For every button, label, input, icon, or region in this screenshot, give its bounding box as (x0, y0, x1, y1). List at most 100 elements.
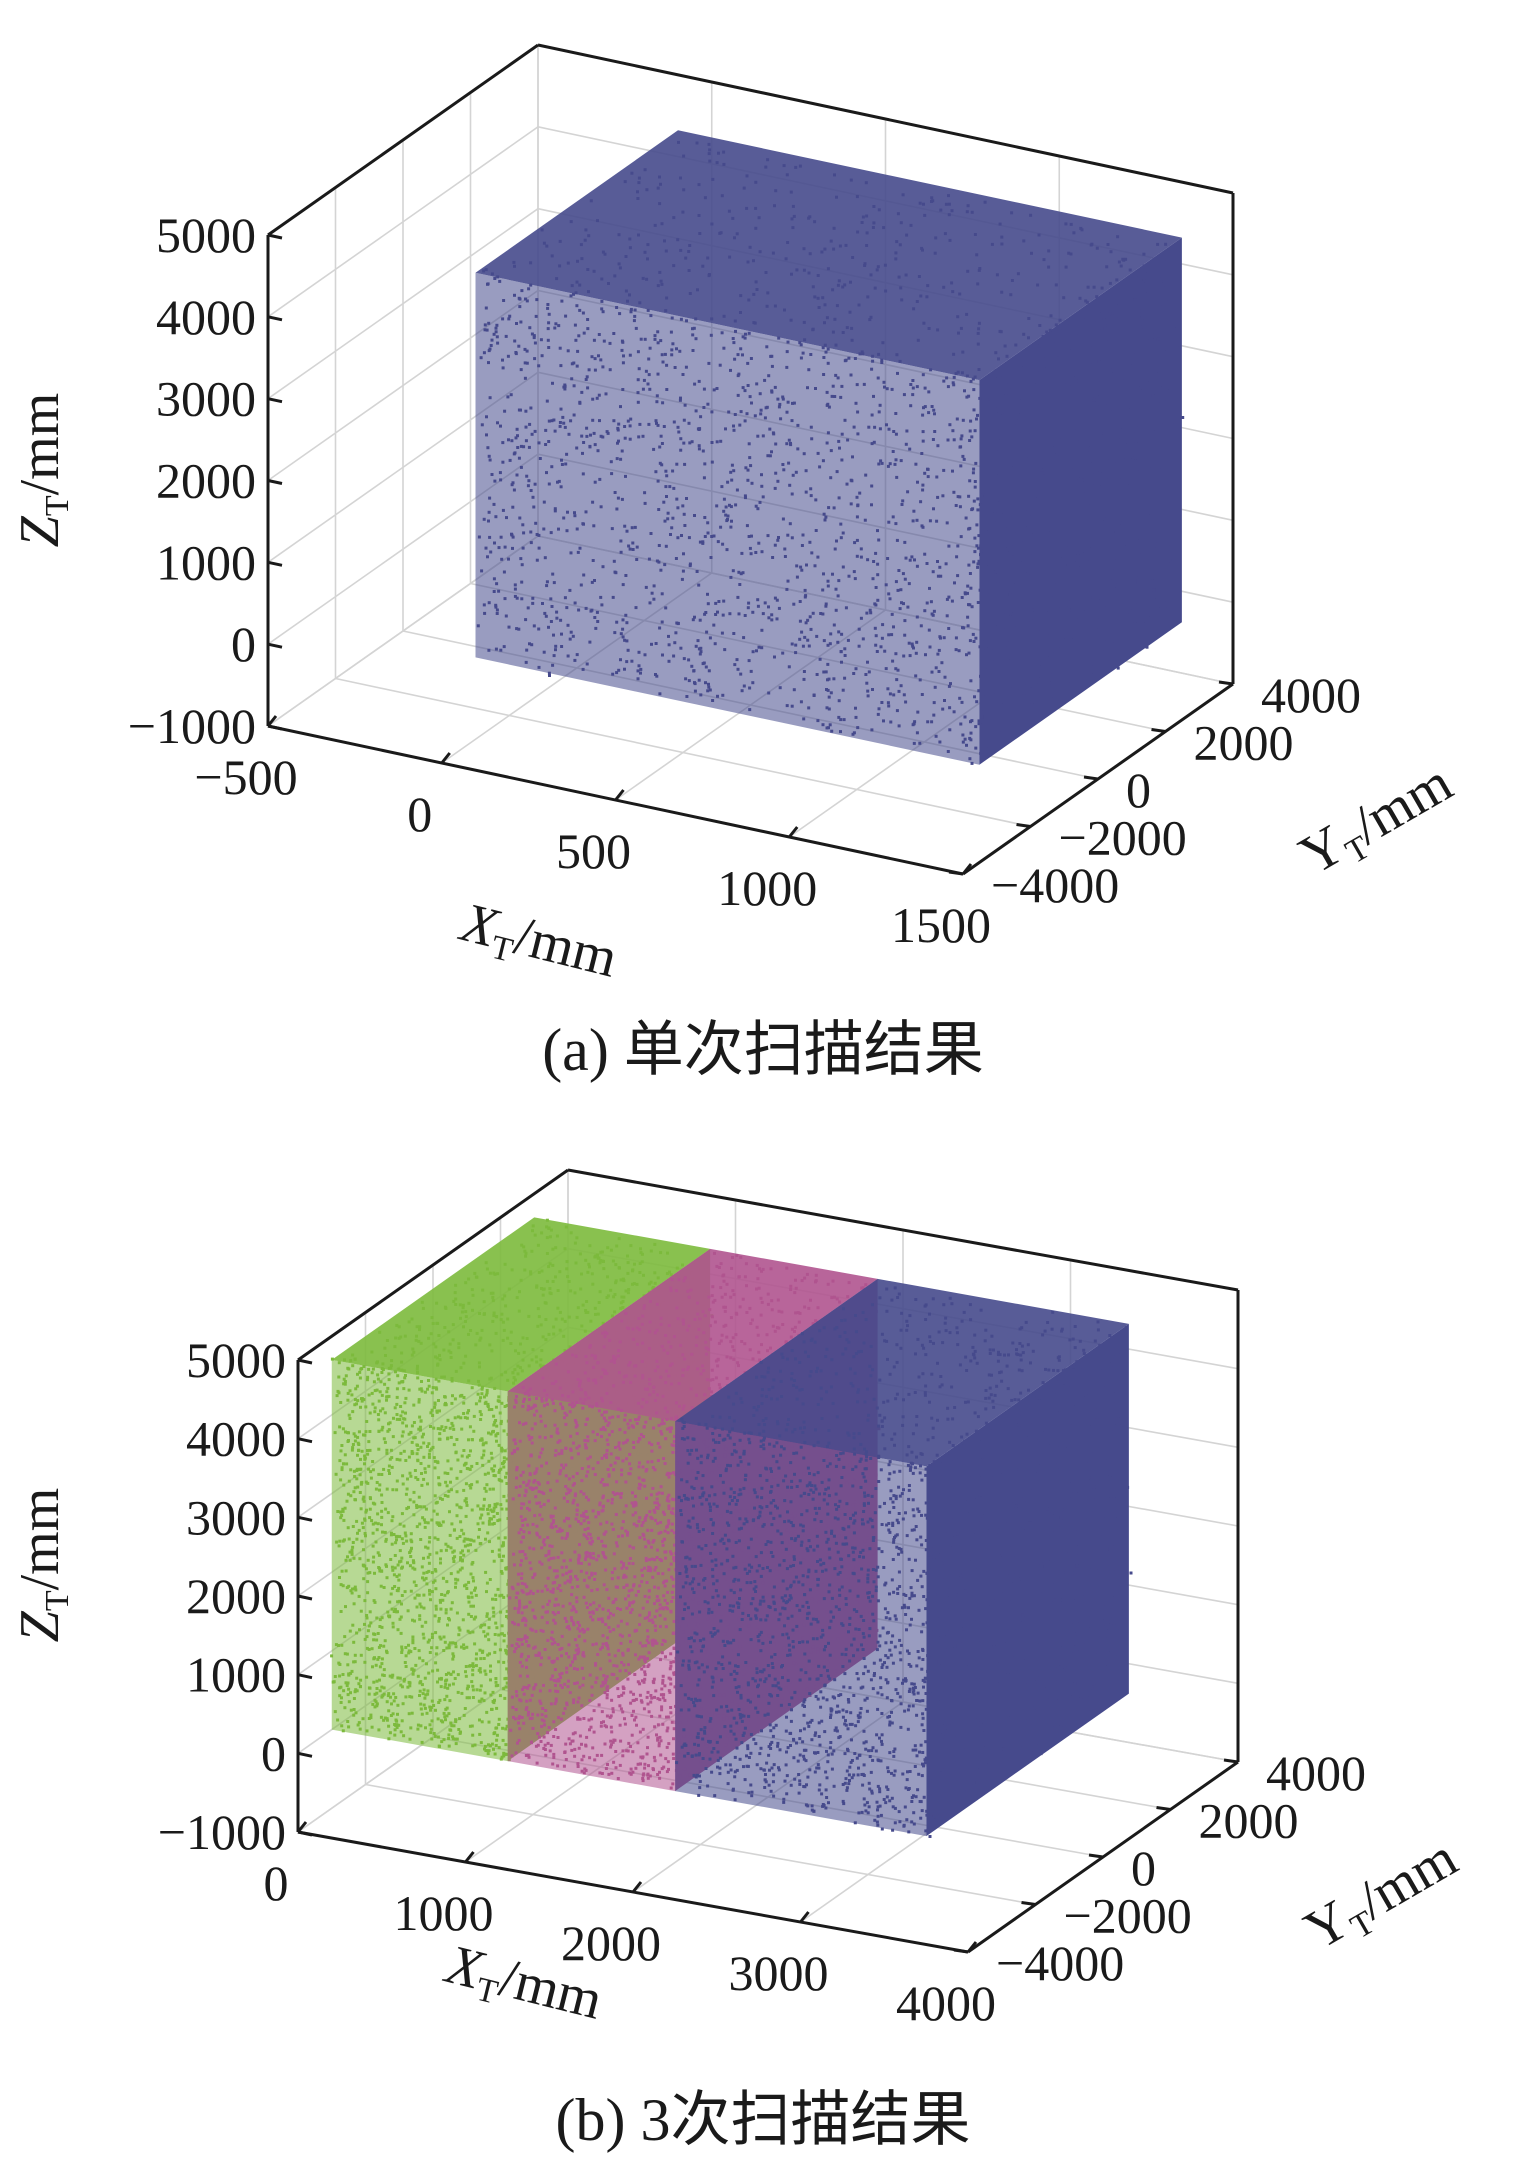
point (494, 1643, 497, 1646)
point (779, 417, 782, 420)
point (895, 353, 898, 356)
point (471, 1734, 474, 1737)
point (376, 1481, 379, 1484)
point (488, 455, 491, 458)
point (472, 1579, 475, 1582)
point (729, 369, 732, 372)
point (336, 1394, 339, 1397)
point (1096, 395, 1099, 398)
point (494, 1594, 497, 1597)
point (922, 440, 925, 443)
point (395, 1488, 398, 1491)
point (565, 1267, 568, 1270)
point (994, 405, 997, 408)
point (399, 1523, 402, 1526)
point (786, 241, 789, 244)
point (406, 1561, 409, 1564)
point (353, 1498, 356, 1501)
point (643, 491, 646, 494)
point (484, 323, 487, 326)
point (822, 356, 825, 359)
point (947, 750, 950, 753)
point (1148, 358, 1151, 361)
point (1136, 603, 1139, 606)
point (552, 419, 555, 422)
point (734, 413, 737, 416)
point (531, 433, 534, 436)
point (620, 1296, 623, 1299)
point (654, 224, 657, 227)
point (977, 534, 980, 537)
point (1074, 500, 1077, 503)
point (1105, 265, 1108, 268)
point (613, 631, 616, 634)
point (930, 720, 933, 723)
point (814, 387, 817, 390)
point (924, 653, 927, 656)
point (839, 245, 842, 248)
point (566, 1275, 569, 1278)
point (610, 460, 613, 463)
point (661, 592, 664, 595)
point (525, 426, 528, 429)
point (532, 1224, 535, 1227)
point (471, 1673, 474, 1676)
point (1104, 299, 1107, 302)
point (885, 667, 888, 670)
point (1014, 344, 1017, 347)
point (1006, 646, 1009, 649)
point (967, 624, 970, 627)
point (413, 1491, 416, 1494)
point (770, 355, 773, 358)
point (976, 566, 979, 569)
point (411, 1441, 414, 1444)
point (419, 1446, 422, 1449)
point (456, 1503, 459, 1506)
point (688, 244, 691, 247)
point (1115, 278, 1118, 281)
point (558, 480, 561, 483)
point (496, 275, 499, 278)
point (1126, 285, 1129, 288)
point (488, 601, 491, 604)
point (369, 1610, 372, 1613)
point (1000, 291, 1003, 294)
point (933, 610, 936, 613)
point (933, 430, 936, 433)
point (383, 1383, 386, 1386)
point (1061, 329, 1064, 332)
point (519, 298, 522, 301)
point (621, 341, 624, 344)
point (553, 581, 556, 584)
point (1070, 383, 1073, 386)
point (467, 1581, 470, 1584)
point (601, 436, 604, 439)
point (422, 1433, 425, 1436)
point (459, 1559, 462, 1562)
point (1140, 519, 1143, 522)
point (410, 1547, 413, 1550)
point (961, 596, 964, 599)
point (867, 426, 870, 429)
point (580, 584, 583, 587)
point (726, 548, 729, 551)
point (631, 1283, 634, 1286)
point (668, 1271, 671, 1274)
point (928, 587, 931, 590)
point (998, 729, 1001, 732)
point (1026, 358, 1029, 361)
point (680, 318, 683, 321)
point (750, 357, 753, 360)
point (459, 1317, 462, 1320)
point (441, 1720, 444, 1723)
point (614, 1263, 617, 1266)
point (923, 214, 926, 217)
point (493, 1421, 496, 1424)
point (1172, 440, 1175, 443)
point (1071, 540, 1074, 543)
point (917, 339, 920, 342)
point (539, 1358, 542, 1361)
point (802, 645, 805, 648)
point (1139, 389, 1142, 392)
point (923, 553, 926, 556)
